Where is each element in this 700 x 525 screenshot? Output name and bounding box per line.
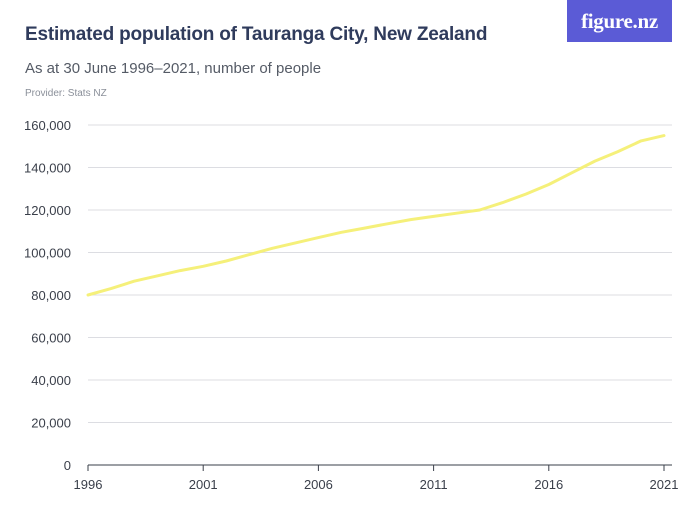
provider-credit: Provider: Stats NZ [25, 88, 107, 99]
y-tick-label: 140,000 [24, 161, 71, 176]
y-tick-label: 100,000 [24, 246, 71, 261]
chart-title: Estimated population of Tauranga City, N… [25, 24, 488, 45]
x-tick-label: 2016 [534, 477, 563, 492]
y-tick-label: 80,000 [31, 288, 71, 303]
x-tick-label: 2006 [304, 477, 333, 492]
figure-nz-logo[interactable]: figure.nz [567, 0, 672, 42]
x-tick-label: 2011 [420, 477, 448, 492]
y-tick-label: 40,000 [31, 373, 71, 388]
x-tick-label: 2021 [650, 477, 679, 492]
y-tick-label: 20,000 [31, 416, 71, 431]
x-tick-label: 1996 [74, 477, 103, 492]
y-tick-label: 60,000 [31, 331, 71, 346]
chart-subtitle: As at 30 June 1996–2021, number of peopl… [25, 60, 322, 77]
y-tick-label: 160,000 [24, 118, 71, 133]
y-tick-label: 120,000 [24, 203, 71, 218]
population-series-line [86, 134, 666, 297]
y-tick-label: 0 [64, 458, 71, 473]
x-tick-label: 2001 [189, 477, 218, 492]
